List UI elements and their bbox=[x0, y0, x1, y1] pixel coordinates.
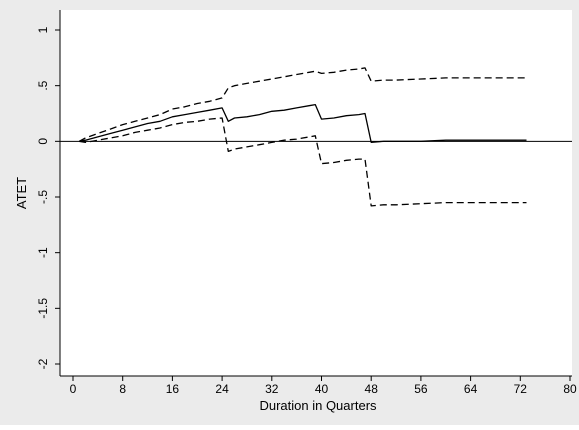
y-tick-label: -2 bbox=[36, 358, 50, 369]
x-axis-title: Duration in Quarters bbox=[259, 398, 377, 413]
y-tick-label: -1.5 bbox=[36, 298, 50, 319]
plot-area bbox=[60, 10, 572, 376]
atet-estimate-line bbox=[79, 103, 527, 144]
confidence-bound-line bbox=[78, 67, 527, 142]
x-tick-label: 80 bbox=[563, 382, 577, 396]
confidence-bound-line bbox=[79, 117, 527, 207]
series-layer bbox=[78, 67, 527, 207]
y-axis-title: ATET bbox=[14, 177, 29, 209]
x-tick-label: 24 bbox=[215, 382, 229, 396]
x-tick-label: 0 bbox=[70, 382, 77, 396]
x-tick-label: 56 bbox=[414, 382, 428, 396]
y-tick-label: 1 bbox=[36, 26, 50, 33]
y-tick-label: -1 bbox=[36, 247, 50, 258]
x-tick-label: 40 bbox=[315, 382, 329, 396]
axes-layer: 0 8 16 24 32 40 48 56 64 72 80 1 .5 0 -.5 -1 -1.5 -2 bbox=[36, 10, 577, 396]
x-tick-label: 64 bbox=[464, 382, 478, 396]
x-tick-label: 32 bbox=[265, 382, 279, 396]
y-tick-label: -.5 bbox=[36, 190, 50, 204]
x-tick-label: 16 bbox=[166, 382, 180, 396]
y-tick-label: 0 bbox=[36, 138, 50, 145]
y-tick-label: .5 bbox=[36, 80, 50, 90]
x-tick-label: 48 bbox=[365, 382, 379, 396]
x-tick-label: 72 bbox=[514, 382, 528, 396]
x-tick-label: 8 bbox=[119, 382, 126, 396]
